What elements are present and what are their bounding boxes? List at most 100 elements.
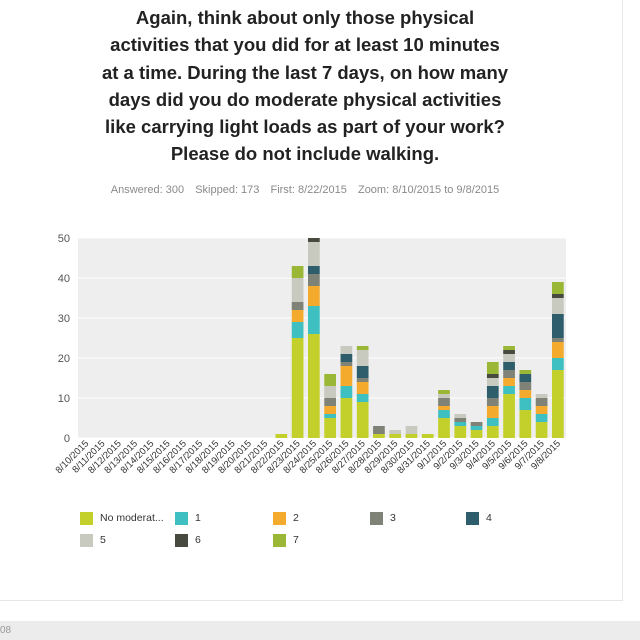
bar-segment[interactable]: [389, 430, 402, 434]
bar-segment[interactable]: [324, 406, 336, 414]
bar-segment[interactable]: [486, 378, 499, 386]
bar-segment[interactable]: [340, 354, 353, 362]
bar-segment[interactable]: [503, 386, 515, 394]
legend-label: 2: [293, 512, 299, 524]
bar-segment[interactable]: [324, 398, 336, 406]
bar-segment[interactable]: [308, 274, 320, 286]
bar-segment[interactable]: [519, 390, 532, 398]
question-card: Again, think about only those physical a…: [0, 0, 623, 601]
bar-segment[interactable]: [503, 378, 515, 386]
bar-segment[interactable]: [340, 346, 353, 354]
bar-segment[interactable]: [535, 406, 548, 414]
bar-segment[interactable]: [454, 426, 467, 438]
bar-segment[interactable]: [389, 434, 402, 438]
bar-segment[interactable]: [503, 362, 515, 370]
bar-segment[interactable]: [405, 426, 418, 434]
bar-segment[interactable]: [486, 398, 499, 406]
bar-segment[interactable]: [405, 434, 418, 438]
bar-segment[interactable]: [356, 394, 369, 402]
bar-segment[interactable]: [535, 422, 548, 438]
bar-segment[interactable]: [535, 398, 548, 406]
bar-segment[interactable]: [291, 278, 304, 302]
bar-segment[interactable]: [373, 434, 385, 438]
bar-segment[interactable]: [324, 418, 336, 438]
bar-segment[interactable]: [275, 434, 288, 438]
bar-segment[interactable]: [552, 294, 564, 298]
bar-segment[interactable]: [340, 362, 353, 366]
bar-segment[interactable]: [438, 390, 450, 394]
skipped-count: Skipped: 173: [195, 184, 260, 196]
bar-segment[interactable]: [486, 418, 499, 426]
bar-segment[interactable]: [454, 422, 467, 426]
bar-segment[interactable]: [486, 406, 499, 418]
bar-segment[interactable]: [421, 434, 434, 438]
bar-segment[interactable]: [438, 410, 450, 418]
legend-swatch: [80, 534, 93, 547]
bar-segment[interactable]: [356, 378, 369, 382]
bar-segment[interactable]: [308, 242, 320, 266]
bar-segment[interactable]: [503, 394, 515, 438]
bar-segment[interactable]: [438, 406, 450, 410]
bar-segment[interactable]: [535, 394, 548, 398]
bar-segment[interactable]: [552, 282, 564, 294]
bar-segment[interactable]: [291, 302, 304, 310]
bar-segment[interactable]: [519, 382, 532, 390]
bar-segment[interactable]: [291, 338, 304, 438]
bar-segment[interactable]: [470, 426, 483, 430]
bar-segment[interactable]: [454, 418, 467, 422]
bar-segment[interactable]: [291, 322, 304, 338]
bar-segment[interactable]: [340, 386, 353, 398]
bar-segment[interactable]: [356, 366, 369, 378]
bar-segment[interactable]: [486, 374, 499, 378]
bar-segment[interactable]: [438, 398, 450, 406]
bar-segment[interactable]: [535, 414, 548, 422]
legend-label: No moderat...: [100, 512, 164, 524]
bar-segment[interactable]: [503, 346, 515, 350]
bar-segment[interactable]: [552, 314, 564, 338]
bar-segment[interactable]: [552, 298, 564, 314]
zoom-range: Zoom: 8/10/2015 to 9/8/2015: [357, 184, 500, 196]
bar-segment[interactable]: [552, 358, 564, 370]
bar-segment[interactable]: [356, 350, 369, 366]
bar-segment[interactable]: [519, 374, 532, 382]
bar-segment[interactable]: [503, 370, 515, 378]
bar-segment[interactable]: [486, 386, 499, 398]
bar-segment[interactable]: [486, 426, 499, 438]
bar-segment[interactable]: [519, 370, 532, 374]
bar-segment[interactable]: [503, 354, 515, 362]
bar-segment[interactable]: [291, 266, 304, 278]
bar-segment[interactable]: [356, 402, 369, 438]
bar-segment[interactable]: [486, 362, 499, 374]
bar-segment[interactable]: [356, 346, 369, 350]
bar-segment[interactable]: [552, 370, 564, 438]
bar-segment[interactable]: [340, 366, 353, 386]
bar-segment[interactable]: [503, 350, 515, 354]
bar-segment[interactable]: [324, 374, 336, 386]
bar-segment[interactable]: [373, 426, 385, 434]
bar-segment[interactable]: [552, 342, 564, 358]
bar-segment[interactable]: [308, 306, 320, 334]
bar-segment[interactable]: [438, 394, 450, 398]
bar-segment[interactable]: [308, 238, 320, 242]
bar-segment[interactable]: [340, 398, 353, 438]
bar-segment[interactable]: [324, 386, 336, 398]
legend-label: 1: [195, 512, 201, 524]
legend-swatch: [175, 534, 188, 547]
bar-segment[interactable]: [552, 338, 564, 342]
question-line: Please do not include walking.: [170, 143, 440, 165]
bar-segment[interactable]: [470, 430, 483, 438]
legend-swatch: [175, 512, 188, 525]
bar-segment[interactable]: [308, 286, 320, 306]
bar-segment[interactable]: [308, 334, 320, 438]
bar-segment[interactable]: [291, 310, 304, 322]
bar-segment[interactable]: [519, 398, 532, 410]
bar-segment[interactable]: [356, 382, 369, 394]
footer-label: 08: [0, 625, 12, 636]
legend-label: 5: [100, 534, 106, 546]
bar-segment[interactable]: [519, 410, 532, 438]
bar-segment[interactable]: [438, 418, 450, 438]
bar-segment[interactable]: [324, 414, 336, 418]
bar-segment[interactable]: [470, 422, 483, 426]
bar-segment[interactable]: [308, 266, 320, 274]
bar-segment[interactable]: [454, 414, 467, 418]
